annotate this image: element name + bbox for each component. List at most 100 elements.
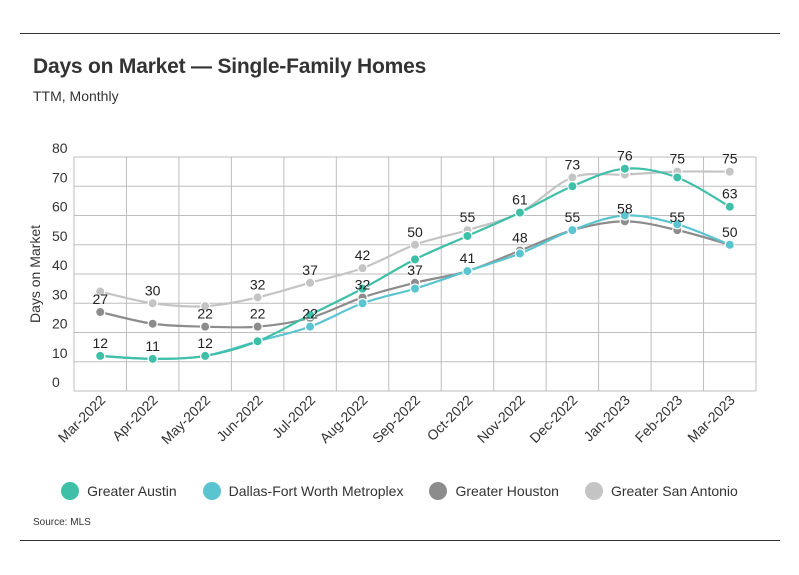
- y-tick-label: 60: [52, 199, 68, 215]
- x-tick-label: Sep-2022: [369, 392, 423, 446]
- data-label: 22: [302, 306, 318, 322]
- chart-subtitle: TTM, Monthly: [33, 88, 119, 104]
- data-point: [304, 309, 316, 321]
- chart-title: Days on Market — Single-Family Homes: [33, 55, 427, 78]
- data-label: 48: [512, 230, 528, 246]
- data-label: 37: [302, 262, 318, 278]
- legend-item: Greater Austin: [61, 482, 177, 500]
- x-tick-label: Nov-2022: [474, 392, 528, 446]
- y-tick-label: 10: [52, 345, 68, 361]
- legend-label: Greater Houston: [455, 483, 559, 499]
- data-label: 32: [250, 276, 266, 292]
- data-label: 41: [460, 250, 476, 266]
- data-label: 11: [145, 338, 160, 354]
- data-label: 73: [565, 156, 581, 172]
- bottom-rule: [20, 540, 780, 541]
- data-label: 75: [670, 151, 686, 167]
- top-rule: [20, 33, 780, 34]
- data-point: [462, 230, 473, 242]
- data-label: 37: [407, 262, 423, 278]
- data-point: [252, 292, 263, 303]
- data-point: [409, 239, 421, 250]
- y-tick-label: 30: [52, 286, 68, 302]
- y-tick-label: 40: [52, 257, 68, 273]
- data-point: [95, 350, 106, 362]
- data-label: 50: [722, 224, 738, 240]
- data-label: 76: [617, 148, 633, 164]
- data-point: [724, 239, 735, 250]
- x-tick-label: Dec-2022: [526, 392, 580, 446]
- legend-label: Greater San Antonio: [610, 483, 738, 499]
- data-label: 61: [512, 192, 528, 208]
- data-label: 55: [670, 209, 686, 225]
- data-label: 42: [355, 247, 371, 263]
- source-note: Source: MLS: [33, 517, 91, 528]
- data-label: 32: [355, 276, 371, 292]
- y-axis-label: Days on Market: [27, 225, 43, 323]
- data-point: [304, 277, 316, 288]
- data-point: [672, 219, 683, 230]
- legend-label: Greater Austin: [87, 483, 177, 499]
- data-point: [95, 286, 106, 297]
- data-point: [147, 298, 158, 309]
- data-label: 22: [250, 306, 266, 322]
- x-tick-label: Mar-2022: [55, 392, 109, 446]
- data-point: [357, 262, 368, 274]
- y-tick-label: 70: [52, 169, 68, 185]
- data-point: [147, 318, 158, 329]
- x-tick-label: Jun-2022: [213, 392, 266, 445]
- data-point: [567, 181, 578, 192]
- y-tick-label: 80: [52, 140, 68, 156]
- data-point: [409, 254, 421, 265]
- data-label: 63: [722, 186, 738, 202]
- data-point: [619, 163, 631, 174]
- data-point: [672, 172, 683, 183]
- legend-item: Greater San Antonio: [584, 482, 738, 500]
- data-point: [199, 321, 211, 332]
- data-point: [199, 350, 211, 362]
- data-point: [252, 336, 263, 347]
- y-tick-label: 20: [52, 316, 68, 332]
- data-point: [357, 298, 368, 309]
- data-label: 27: [92, 291, 108, 307]
- x-tick-label: Apr-2022: [109, 392, 161, 444]
- legend-item: Dallas-Fort Worth Metroplex: [202, 482, 404, 500]
- data-point: [619, 210, 631, 221]
- data-label: 75: [722, 151, 738, 167]
- data-point: [409, 283, 421, 294]
- legend-swatch: [429, 482, 448, 500]
- y-tick-label: 50: [52, 228, 68, 244]
- x-tick-label: Mar-2023: [684, 392, 738, 446]
- data-point: [724, 201, 735, 212]
- data-point: [462, 265, 473, 277]
- x-tick-label: Aug-2022: [316, 392, 370, 446]
- data-label: 22: [197, 306, 213, 322]
- data-label: 12: [92, 335, 108, 351]
- data-point: [252, 321, 263, 332]
- legend-swatch: [61, 482, 80, 500]
- y-tick-label: 0: [52, 374, 60, 390]
- x-tick-label: Jul-2022: [269, 392, 318, 441]
- data-point: [514, 207, 526, 218]
- data-point: [304, 321, 316, 332]
- data-point: [199, 300, 211, 312]
- data-label: 12: [197, 335, 213, 351]
- legend-swatch: [584, 482, 603, 500]
- chart-legend: Greater Austin Dallas-Fort Worth Metrople…: [0, 482, 799, 500]
- legend-swatch: [202, 482, 221, 500]
- x-tick-label: Jan-2023: [580, 392, 633, 445]
- x-tick-label: May-2022: [158, 392, 213, 447]
- data-label: 55: [460, 209, 476, 225]
- data-label: 50: [407, 224, 423, 240]
- data-point: [95, 306, 106, 318]
- data-label: 55: [565, 209, 581, 225]
- data-label: 58: [617, 200, 633, 216]
- data-point: [567, 224, 578, 236]
- legend-label: Dallas-Fort Worth Metroplex: [228, 483, 404, 499]
- data-point: [147, 353, 158, 365]
- data-label: 30: [145, 282, 161, 298]
- x-tick-label: Oct-2022: [424, 392, 476, 444]
- legend-item: Greater Houston: [429, 482, 559, 500]
- data-point: [567, 172, 578, 183]
